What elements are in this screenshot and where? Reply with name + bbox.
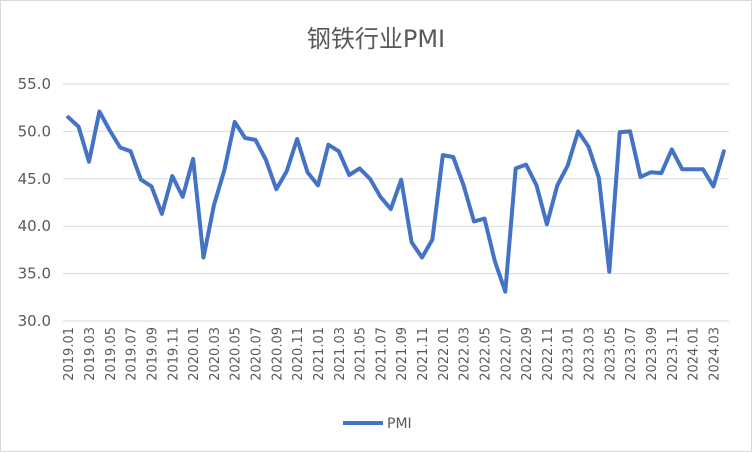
x-tick-label: 2023.05 xyxy=(603,327,618,381)
x-tick-label: 2021.11 xyxy=(416,327,431,381)
x-tick-label: 2019.03 xyxy=(83,327,98,381)
x-tick-label: 2019.09 xyxy=(145,327,160,381)
x-tick-label: 2021.01 xyxy=(312,327,327,381)
y-tick-label: 55.0 xyxy=(18,75,51,93)
y-tick-label: 40.0 xyxy=(18,217,51,235)
y-tick-label: 35.0 xyxy=(18,265,51,283)
x-tick-label: 2024.01 xyxy=(687,327,702,381)
x-tick-label: 2023.09 xyxy=(645,327,660,381)
x-tick-label: 2020.11 xyxy=(291,327,306,381)
y-axis-ticks: 30.0 35.0 40.0 45.0 50.0 55.0 xyxy=(18,75,51,330)
x-tick-label: 2021.05 xyxy=(354,327,369,381)
chart-title: 钢铁行业PMI xyxy=(307,25,445,53)
y-tick-label: 30.0 xyxy=(18,312,51,330)
series-line-pmi xyxy=(66,109,726,294)
x-tick-label: 2023.01 xyxy=(562,327,577,381)
x-tick-label: 2023.11 xyxy=(666,327,681,381)
x-tick-label: 2022.03 xyxy=(458,327,473,381)
x-tick-label: 2023.07 xyxy=(624,327,639,381)
x-tick-label: 2022.01 xyxy=(437,327,452,381)
x-tick-label: 2021.03 xyxy=(333,327,348,381)
x-axis-ticks: 2019.01 2019.03 2019.05 2019.07 2019.09 2019.… xyxy=(62,327,722,381)
x-tick-label: 2020.05 xyxy=(229,327,244,381)
legend-label-pmi: PMI xyxy=(387,416,412,432)
x-tick-label: 2020.01 xyxy=(187,327,202,381)
x-tick-label: 2021.09 xyxy=(395,327,410,381)
series-layer xyxy=(66,109,726,294)
legend: PMI xyxy=(343,416,412,432)
x-tick-label: 2019.05 xyxy=(104,327,119,381)
x-tick-label: 2022.11 xyxy=(541,327,556,381)
x-tick-label: 2020.03 xyxy=(208,327,223,381)
x-tick-label: 2019.07 xyxy=(125,327,140,381)
x-tick-label: 2019.11 xyxy=(166,327,181,381)
x-tick-label: 2022.09 xyxy=(520,327,535,381)
x-tick-label: 2020.09 xyxy=(270,327,285,381)
y-tick-label: 45.0 xyxy=(18,170,51,188)
x-tick-label: 2024.03 xyxy=(707,327,722,381)
x-tick-label: 2022.05 xyxy=(478,327,493,381)
x-tick-label: 2020.07 xyxy=(250,327,265,381)
grid-layer xyxy=(63,83,729,322)
x-tick-label: 2019.01 xyxy=(62,327,77,381)
x-tick-label: 2023.03 xyxy=(583,327,598,381)
x-tick-label: 2021.07 xyxy=(374,327,389,381)
x-tick-label: 2022.07 xyxy=(499,327,514,381)
y-tick-label: 50.0 xyxy=(18,122,51,140)
